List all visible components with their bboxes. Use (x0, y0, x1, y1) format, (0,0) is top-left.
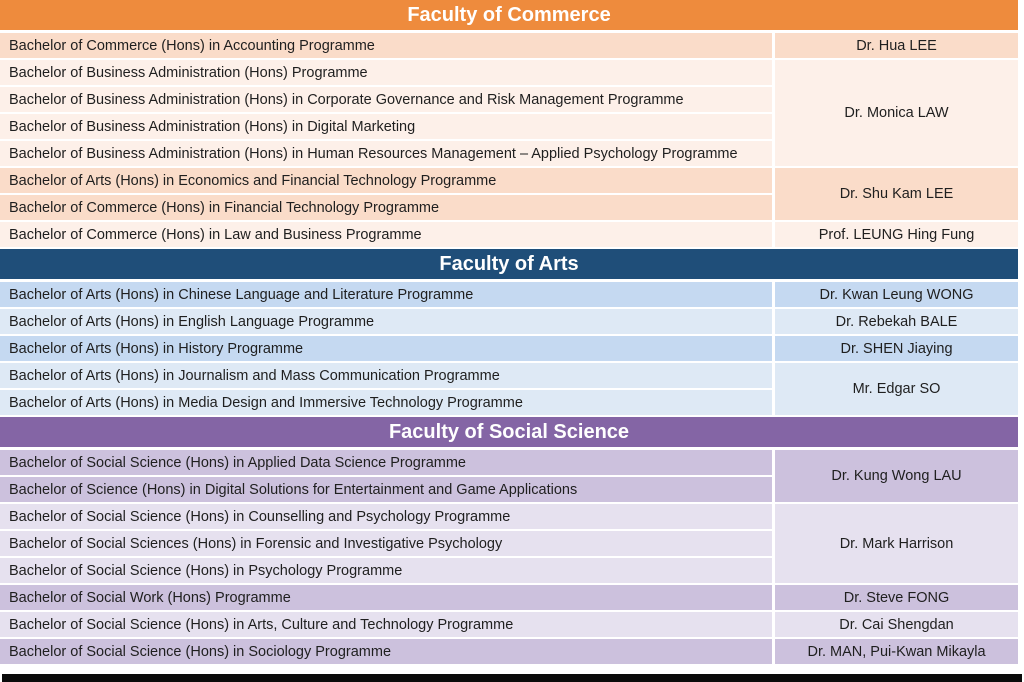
bottom-border-bar (2, 674, 1022, 682)
section-header-faculty-of-commerce: Faculty of Commerce (0, 0, 1019, 33)
programme-cell: Bachelor of Social Sciences (Hons) in Fo… (0, 531, 775, 558)
leader-cell: Dr. SHEN Jiaying (775, 336, 1019, 363)
programme-cell: Bachelor of Commerce (Hons) in Law and B… (0, 222, 775, 249)
leader-cell: Dr. MAN, Pui-Kwan Mikayla (775, 639, 1019, 666)
programme-cell: Bachelor of Social Science (Hons) in Art… (0, 612, 775, 639)
table-row: Bachelor of Commerce (Hons) in Law and B… (0, 222, 1019, 249)
table-row: Bachelor of Social Work (Hons) Programme… (0, 585, 1019, 612)
table-row: Bachelor of Commerce (Hons) in Financial… (0, 195, 1018, 222)
leader-cell: Dr. Kung Wong LAU (775, 450, 1019, 504)
programme-cell: Bachelor of Commerce (Hons) in Financial… (0, 195, 775, 222)
table-row: Bachelor of Arts (Hons) in Media Design … (0, 390, 1018, 417)
leader-cell: Dr. Kwan Leung WONG (775, 282, 1019, 309)
table-row: Bachelor of Social Science (Hons) in Psy… (0, 558, 1018, 585)
programme-cell: Bachelor of Arts (Hons) in Chinese Langu… (0, 282, 775, 309)
programme-cell: Bachelor of Social Work (Hons) Programme (0, 585, 775, 612)
table-row: Bachelor of Arts (Hons) in English Langu… (0, 309, 1019, 336)
programme-cell: Bachelor of Arts (Hons) in Journalism an… (0, 363, 775, 390)
section-header-faculty-of-social-science: Faculty of Social Science (0, 417, 1019, 450)
table-row: Bachelor of Social Science (Hons) in Soc… (0, 639, 1019, 666)
leader-cell: Prof. LEUNG Hing Fung (775, 222, 1019, 249)
programme-cell: Bachelor of Social Science (Hons) in App… (0, 450, 775, 477)
table-row: Bachelor of Social Science (Hons) in Cou… (0, 504, 1019, 585)
leader-cell: Dr. Rebekah BALE (775, 309, 1019, 336)
table-row: Bachelor of Arts (Hons) in History Progr… (0, 336, 1019, 363)
leader-cell: Mr. Edgar SO (775, 363, 1019, 417)
leader-cell: Dr. Cai Shengdan (775, 612, 1019, 639)
programme-cell: Bachelor of Commerce (Hons) in Accountin… (0, 33, 775, 60)
leader-cell: Dr. Mark Harrison (775, 504, 1019, 585)
programme-cell: Bachelor of Arts (Hons) in Media Design … (0, 390, 775, 417)
programme-cell: Bachelor of Arts (Hons) in History Progr… (0, 336, 775, 363)
programme-cell: Bachelor of Arts (Hons) in Economics and… (0, 168, 775, 195)
table-row: Bachelor of Arts (Hons) in Chinese Langu… (0, 282, 1019, 309)
programme-cell: Bachelor of Social Science (Hons) in Psy… (0, 558, 775, 585)
faculty-programme-table: Faculty of Commerce Bachelor of Commerce … (0, 0, 1019, 666)
programme-cell: Bachelor of Business Administration (Hon… (0, 141, 775, 168)
programme-cell: Bachelor of Arts (Hons) in English Langu… (0, 309, 775, 336)
table-row: Bachelor of Social Science (Hons) in Art… (0, 612, 1019, 639)
leader-cell: Dr. Hua LEE (775, 33, 1019, 60)
table-row: Bachelor of Commerce (Hons) in Accountin… (0, 33, 1019, 60)
leader-cell: Dr. Shu Kam LEE (775, 168, 1019, 222)
table-row: Bachelor of Social Sciences (Hons) in Fo… (0, 531, 1018, 558)
programme-cell: Bachelor of Business Administration (Hon… (0, 87, 775, 114)
programme-cell: Bachelor of Business Administration (Hon… (0, 114, 775, 141)
programme-cell: Bachelor of Business Administration (Hon… (0, 60, 775, 87)
section-header-faculty-of-arts: Faculty of Arts (0, 249, 1019, 282)
table-row: Bachelor of Arts (Hons) in Economics and… (0, 168, 1019, 222)
programme-cell: Bachelor of Social Science (Hons) in Cou… (0, 504, 775, 531)
table-row: Bachelor of Business Administration (Hon… (0, 87, 1018, 114)
leader-cell: Dr. Monica LAW (775, 60, 1019, 168)
table-row: Bachelor of Business Administration (Hon… (0, 114, 1018, 141)
table-row: Bachelor of Business Administration (Hon… (0, 141, 1018, 168)
table-row: Bachelor of Science (Hons) in Digital So… (0, 477, 1018, 504)
programme-cell: Bachelor of Social Science (Hons) in Soc… (0, 639, 775, 666)
programme-cell: Bachelor of Science (Hons) in Digital So… (0, 477, 775, 504)
table-row: Bachelor of Arts (Hons) in Journalism an… (0, 363, 1019, 417)
table-row: Bachelor of Social Science (Hons) in App… (0, 450, 1019, 504)
table-body: Faculty of Commerce Bachelor of Commerce … (0, 0, 1019, 666)
leader-cell: Dr. Steve FONG (775, 585, 1019, 612)
table-row: Bachelor of Business Administration (Hon… (0, 60, 1019, 168)
